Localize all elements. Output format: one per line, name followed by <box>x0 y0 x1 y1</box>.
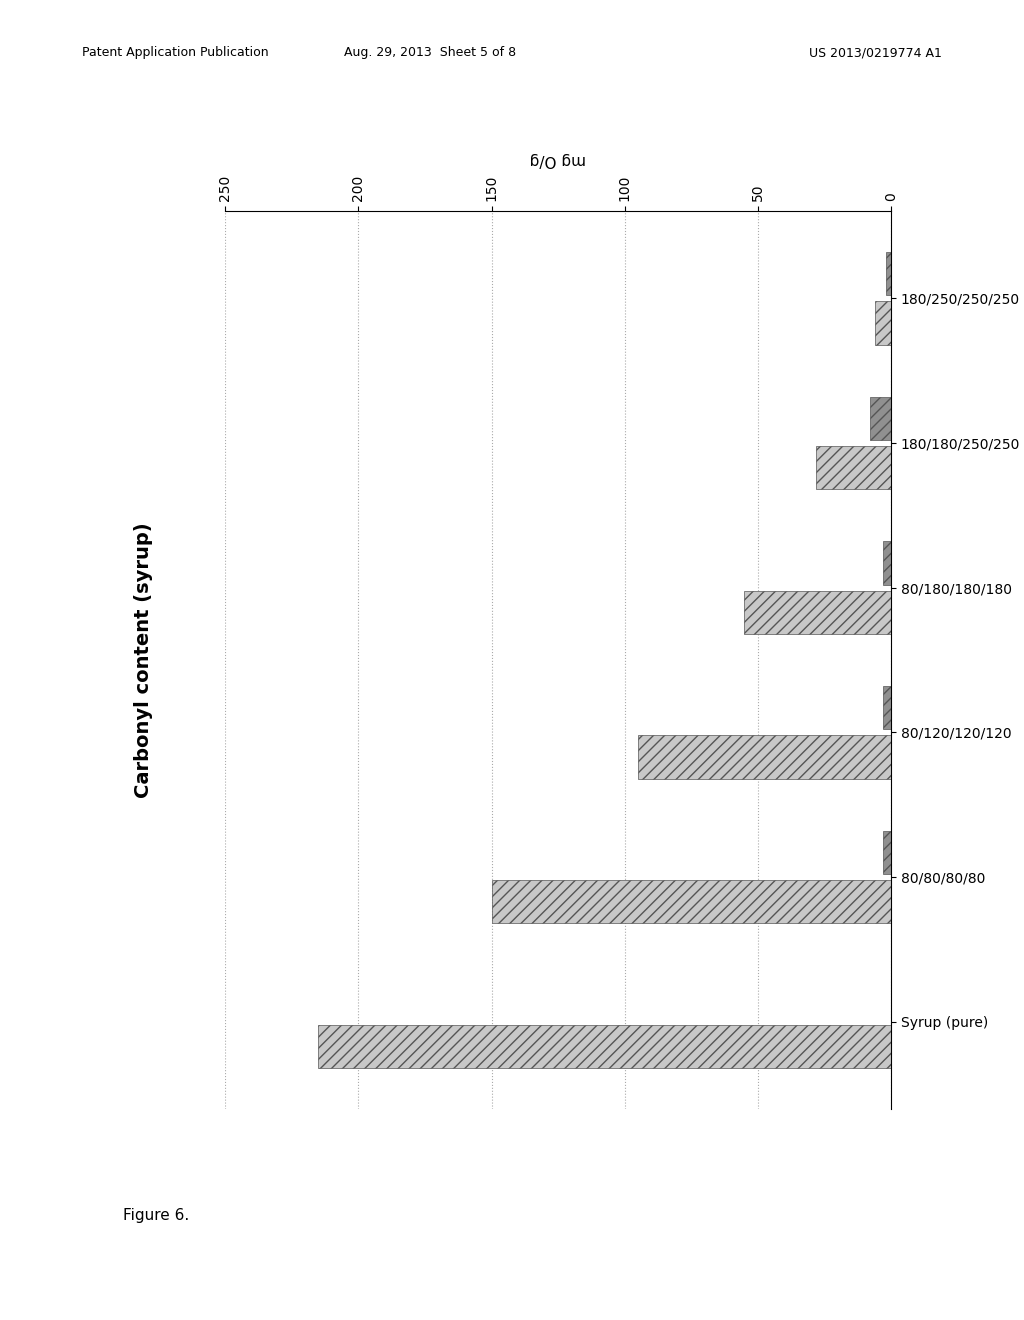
Bar <box>816 446 891 490</box>
Bar <box>874 301 891 345</box>
Bar <box>638 735 891 779</box>
Text: Patent Application Publication: Patent Application Publication <box>82 46 268 59</box>
Bar <box>883 541 891 585</box>
Bar <box>744 590 891 634</box>
Text: Figure 6.: Figure 6. <box>123 1208 189 1222</box>
Bar <box>318 1024 891 1068</box>
Bar <box>886 252 891 296</box>
Bar <box>492 880 891 923</box>
Bar <box>869 397 891 440</box>
X-axis label: mg O/g: mg O/g <box>529 152 587 168</box>
Text: Aug. 29, 2013  Sheet 5 of 8: Aug. 29, 2013 Sheet 5 of 8 <box>344 46 516 59</box>
Bar <box>883 830 891 874</box>
Legend: Syrup phase, Aqueous phase: Syrup phase, Aqueous phase <box>584 0 632 4</box>
Text: US 2013/0219774 A1: US 2013/0219774 A1 <box>809 46 942 59</box>
Text: Carbonyl content (syrup): Carbonyl content (syrup) <box>134 523 153 797</box>
Bar <box>883 686 891 730</box>
